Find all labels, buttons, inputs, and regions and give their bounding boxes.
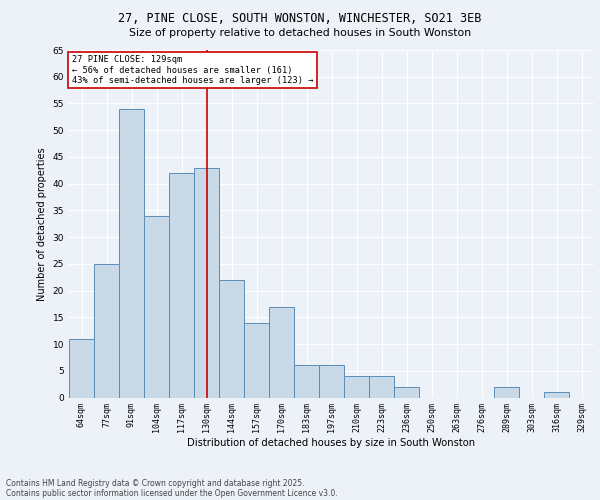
Y-axis label: Number of detached properties: Number of detached properties [37,147,47,300]
Bar [494,387,519,398]
Bar [169,173,194,398]
Bar [219,280,244,398]
Text: Size of property relative to detached houses in South Wonston: Size of property relative to detached ho… [129,28,471,38]
Text: Contains HM Land Registry data © Crown copyright and database right 2025.: Contains HM Land Registry data © Crown c… [6,478,305,488]
Bar [69,338,94,398]
Bar [94,264,119,398]
Bar [119,109,144,398]
Bar [344,376,369,398]
Text: Contains public sector information licensed under the Open Government Licence v3: Contains public sector information licen… [6,488,338,498]
X-axis label: Distribution of detached houses by size in South Wonston: Distribution of detached houses by size … [187,438,476,448]
Bar [144,216,169,398]
Text: 27 PINE CLOSE: 129sqm
← 56% of detached houses are smaller (161)
43% of semi-det: 27 PINE CLOSE: 129sqm ← 56% of detached … [71,55,313,85]
Bar [194,168,219,398]
Bar [369,376,394,398]
Bar [294,366,319,398]
Bar [269,306,294,398]
Bar [394,387,419,398]
Text: 27, PINE CLOSE, SOUTH WONSTON, WINCHESTER, SO21 3EB: 27, PINE CLOSE, SOUTH WONSTON, WINCHESTE… [118,12,482,26]
Bar [544,392,569,398]
Bar [244,322,269,398]
Bar [319,366,344,398]
